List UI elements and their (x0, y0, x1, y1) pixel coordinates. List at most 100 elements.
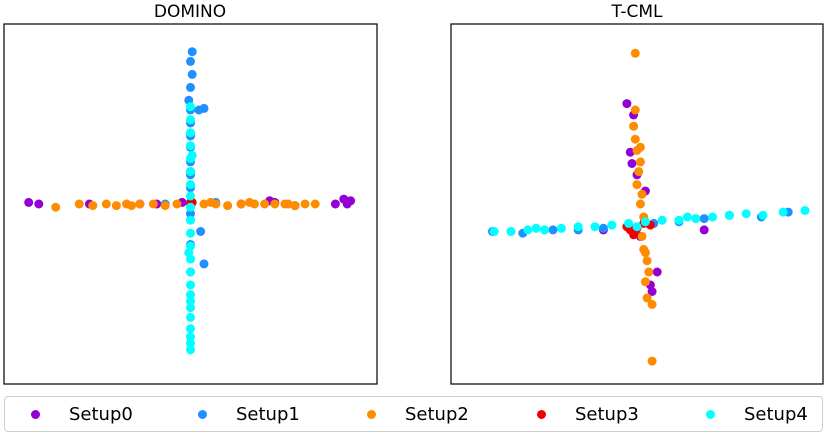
point-setup2 (290, 201, 300, 211)
point-setup2 (635, 157, 645, 167)
point-setup0 (34, 199, 44, 209)
panel-tcml: T-CML (450, 2, 824, 385)
point-setup4 (489, 227, 499, 236)
point-setup2 (647, 299, 657, 309)
point-setup1 (196, 227, 206, 236)
point-setup4 (724, 210, 734, 220)
point-setup2 (630, 134, 640, 144)
point-setup4 (186, 303, 195, 313)
point-setup4 (540, 225, 550, 235)
point-setup4 (778, 207, 788, 217)
legend-item-setup4: Setup4 (706, 397, 808, 431)
point-setup2 (51, 202, 61, 212)
legend-marker-setup1 (198, 409, 207, 419)
point-setup2 (632, 180, 642, 190)
point-setup0 (652, 267, 662, 277)
chart-title-tcml: T-CML (611, 2, 663, 22)
point-setup4 (186, 141, 195, 151)
point-setup4 (691, 214, 701, 224)
point-setup4 (186, 202, 195, 212)
point-setup4 (186, 191, 195, 201)
point-setup2 (635, 199, 645, 209)
point-setup4 (573, 222, 583, 232)
point-setup2 (629, 121, 639, 131)
point-setup0 (622, 99, 632, 109)
point-setup4 (186, 102, 195, 112)
legend-marker-setup0 (31, 409, 40, 419)
point-setup2 (127, 201, 136, 211)
point-setup2 (148, 199, 158, 209)
point-setup4 (632, 222, 642, 232)
point-setup4 (186, 324, 195, 334)
point-setup2 (300, 199, 310, 209)
legend-label-setup1: Setup1 (236, 403, 300, 425)
point-setup2 (111, 201, 121, 211)
legend-marker-setup4 (706, 409, 715, 419)
point-setup1 (186, 209, 195, 219)
point-setup2 (637, 189, 647, 199)
point-setup2 (630, 48, 640, 58)
legend-label-setup0: Setup0 (69, 403, 133, 425)
point-setup2 (74, 199, 84, 209)
point-setup2 (634, 167, 644, 177)
plot-frame-tcml (450, 23, 824, 385)
point-setup0 (627, 159, 637, 168)
point-setup0 (24, 197, 34, 207)
point-setup4 (556, 223, 566, 233)
point-setup2 (283, 199, 293, 209)
panel-domino: DOMINO (3, 2, 378, 385)
legend-item-setup0: Setup0 (31, 397, 133, 431)
point-setup2 (640, 248, 650, 258)
chart-title-domino: DOMINO (154, 2, 226, 22)
point-setup2 (637, 231, 647, 241)
legend-marker-setup2 (367, 409, 376, 419)
point-setup2 (88, 201, 98, 211)
point-setup2 (172, 199, 182, 209)
figure: DOMINO T-CML (3, 2, 824, 385)
point-setup2 (245, 197, 254, 207)
point-setup1 (187, 69, 197, 79)
point-setup2 (642, 293, 652, 303)
point-setup2 (206, 197, 216, 207)
point-setup4 (523, 225, 533, 235)
point-setup4 (800, 206, 810, 215)
point-setup4 (186, 296, 195, 306)
point-setup4 (186, 290, 195, 300)
point-setup4 (531, 223, 541, 233)
scatter-marks-tcml (488, 48, 810, 366)
legend-item-setup1: Setup1 (198, 397, 300, 431)
point-setup2 (642, 256, 652, 266)
point-setup1 (548, 225, 558, 235)
legend-item-setup2: Setup2 (367, 397, 469, 431)
point-setup4 (186, 267, 195, 277)
point-setup1 (598, 223, 608, 233)
point-setup2 (635, 142, 645, 152)
point-setup2 (236, 199, 246, 209)
legend: Setup0 Setup1 Setup2 Setup3 Setup4 (4, 396, 823, 432)
point-setup0 (342, 199, 352, 209)
point-setup4 (186, 345, 195, 355)
point-setup4 (607, 220, 617, 230)
point-setup1 (199, 259, 209, 269)
point-setup0 (330, 199, 340, 209)
point-setup1 (194, 105, 204, 115)
legend-label-setup4: Setup4 (744, 403, 808, 425)
point-setup4 (186, 228, 195, 238)
point-setup4 (186, 180, 195, 190)
point-setup4 (186, 167, 195, 177)
point-setup4 (674, 215, 684, 225)
point-setup4 (758, 210, 768, 220)
point-setup2 (640, 277, 650, 287)
point-setup4 (186, 128, 195, 138)
plot-frame-domino (3, 23, 378, 385)
point-setup1 (186, 56, 195, 66)
point-setup4 (186, 215, 195, 225)
point-setup2 (270, 199, 280, 209)
point-setup2 (223, 201, 233, 211)
point-setup1 (186, 82, 195, 92)
point-setup4 (682, 212, 692, 222)
point-setup1 (699, 214, 709, 224)
point-setup2 (310, 199, 320, 209)
point-setup4 (184, 248, 194, 258)
point-setup2 (630, 105, 640, 115)
